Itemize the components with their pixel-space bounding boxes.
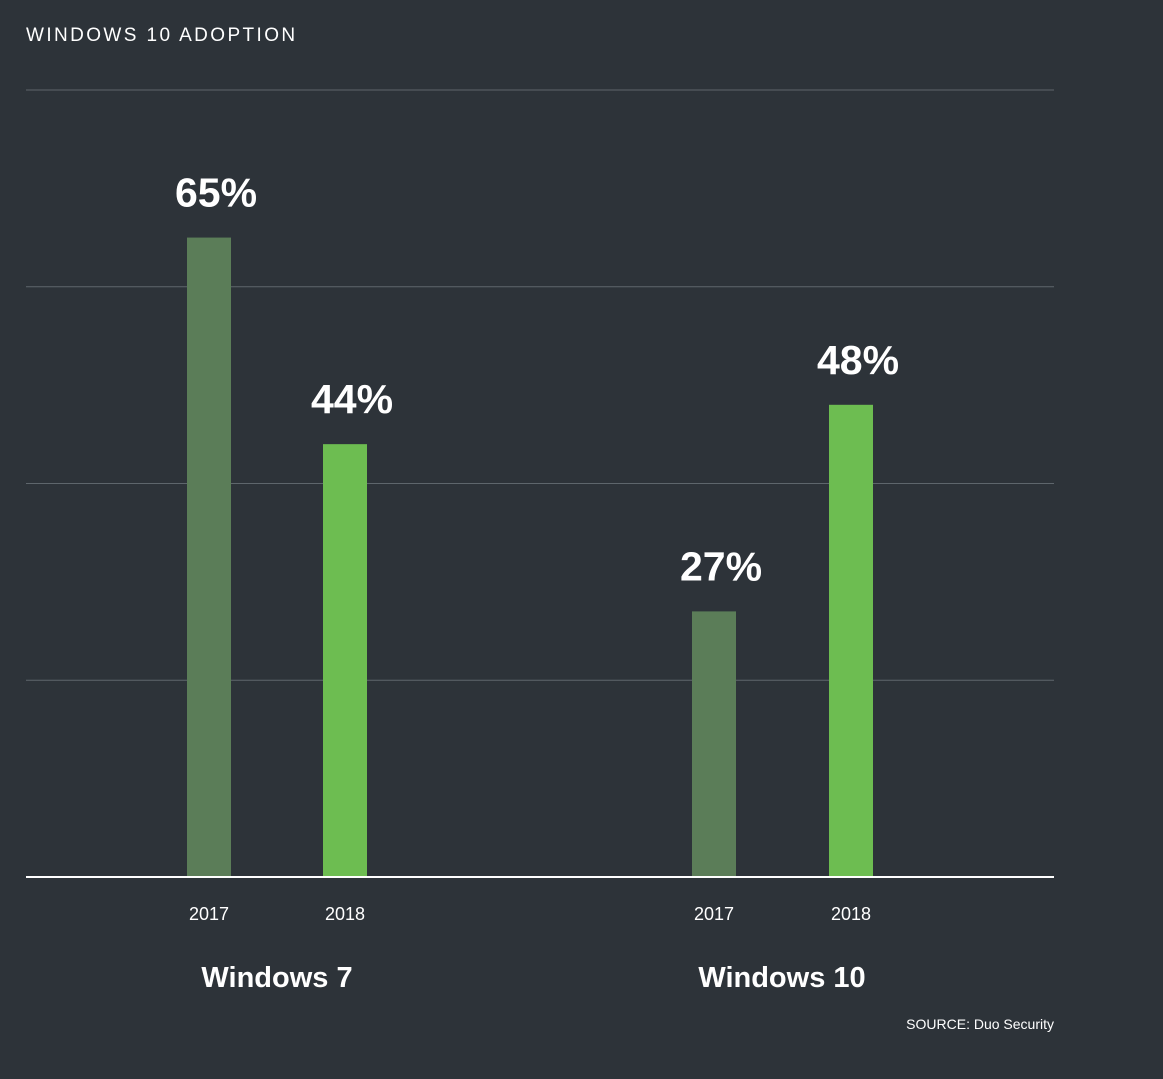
source-note: SOURCE: Duo Security <box>906 1016 1054 1032</box>
data-label: 27% <box>680 543 762 589</box>
data-labels: 65% 44% 27% 48% <box>175 170 899 590</box>
x-tick-labels: 2017 2018 2017 2018 <box>189 904 871 924</box>
data-label: 65% <box>175 170 257 216</box>
group-label: Windows 7 <box>201 962 352 994</box>
bars <box>187 237 873 877</box>
bar-windows-10-2017 <box>692 611 736 877</box>
group-label: Windows 10 <box>698 962 865 994</box>
group-labels: Windows 7 Windows 10 <box>201 962 865 994</box>
x-tick-label: 2018 <box>325 904 365 924</box>
bar-windows-7-2017 <box>187 237 231 877</box>
chart-title: WINDOWS 10 ADOPTION <box>26 25 298 46</box>
bar-windows-10-2018 <box>829 404 873 877</box>
data-label: 44% <box>311 376 393 422</box>
data-label: 48% <box>817 337 899 383</box>
x-tick-label: 2017 <box>694 904 734 924</box>
bar-windows-7-2018 <box>323 444 367 877</box>
x-tick-label: 2017 <box>189 904 229 924</box>
x-tick-label: 2018 <box>831 904 871 924</box>
